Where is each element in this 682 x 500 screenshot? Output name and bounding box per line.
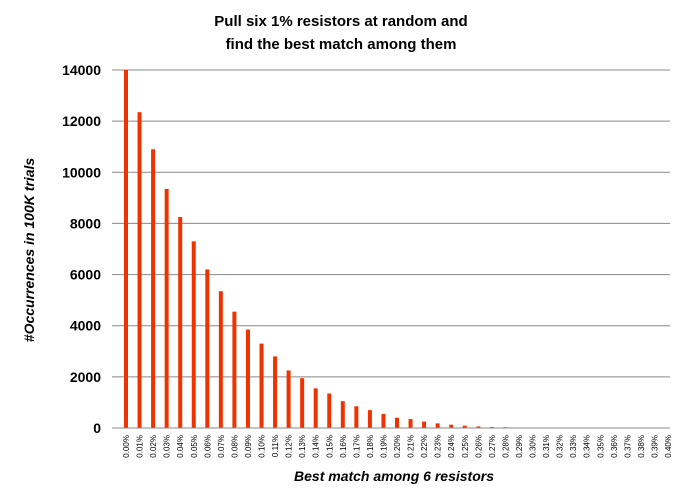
chart-title: Pull six 1% resistors at random and find… (214, 13, 467, 53)
bar (395, 418, 399, 428)
x-tick-label: 0.16% (339, 435, 348, 458)
bar (354, 406, 358, 428)
bar (409, 419, 413, 428)
x-tick-label: 0.09% (244, 435, 253, 458)
x-tick-label: 0.29% (515, 435, 524, 458)
bar (205, 269, 209, 428)
bars (124, 70, 602, 428)
x-tick-label: 0.18% (366, 435, 375, 458)
bar (232, 312, 236, 428)
chart-title-line-2: find the best match among them (226, 36, 457, 53)
x-tick-label: 0.31% (542, 435, 551, 458)
bar (287, 370, 291, 428)
x-tick-label: 0.30% (529, 435, 538, 458)
x-tick-label: 0.37% (623, 435, 632, 458)
x-tick-label: 0.36% (610, 435, 619, 458)
bar (381, 414, 385, 428)
x-tick-label: 0.28% (501, 435, 510, 458)
x-tick-label: 0.25% (461, 435, 470, 458)
x-tick-label: 0.22% (420, 435, 429, 458)
x-tick-label: 0.10% (258, 435, 267, 458)
bar (273, 356, 277, 428)
x-tick-label: 0.12% (285, 435, 294, 458)
y-tick-label: 0 (93, 420, 101, 436)
x-tick-label: 0.23% (434, 435, 443, 458)
y-tick-label: 8000 (70, 215, 101, 231)
x-tick-label: 0.08% (230, 435, 239, 458)
bar (368, 410, 372, 428)
y-tick-label: 10000 (62, 164, 101, 180)
x-tick-label: 0.17% (352, 435, 361, 458)
y-tick-label: 4000 (70, 318, 101, 334)
x-tick-label: 0.19% (379, 435, 388, 458)
x-tick-label: 0.38% (637, 435, 646, 458)
bar (300, 378, 304, 428)
x-tick-label: 0.21% (407, 435, 416, 458)
chart-title-line-1: Pull six 1% resistors at random and (214, 13, 467, 30)
bar (151, 149, 155, 428)
y-tick-label: 14000 (62, 62, 101, 78)
bar (219, 291, 223, 428)
bar (260, 344, 264, 428)
x-tick-label: 0.11% (271, 435, 280, 457)
bar (138, 112, 142, 428)
bar (341, 401, 345, 428)
bar (124, 70, 128, 428)
x-tick-label: 0.01% (136, 435, 145, 458)
y-tick-label: 12000 (62, 113, 101, 129)
x-axis-label: Best match among 6 resistors (294, 468, 494, 484)
x-tick-label: 0.27% (488, 435, 497, 458)
x-tick-label: 0.24% (447, 435, 456, 458)
x-tick-label: 0.35% (596, 435, 605, 458)
x-tick-label: 0.26% (474, 435, 483, 458)
y-tick-label: 6000 (70, 267, 101, 283)
x-tick-label: 0.02% (149, 435, 158, 458)
x-tick-label: 0.15% (325, 435, 334, 458)
x-tick-label: 0.14% (312, 435, 321, 458)
x-tick-label: 0.33% (569, 435, 578, 458)
y-axis-label: #Occurrences in 100K trials (21, 158, 37, 343)
x-tick-label: 0.34% (583, 435, 592, 458)
bar (246, 330, 250, 428)
x-tick-label: 0.20% (393, 435, 402, 458)
y-tick-label: 2000 (70, 369, 101, 385)
bar (178, 217, 182, 428)
x-tick-label: 0.04% (176, 435, 185, 458)
x-tick-label: 0.13% (298, 435, 307, 458)
bar (327, 393, 331, 428)
bar (422, 422, 426, 428)
x-tick-label: 0.40% (664, 435, 673, 458)
bar (165, 189, 169, 428)
x-tick-label: 0.39% (650, 435, 659, 458)
bar (436, 423, 440, 428)
x-tick-label: 0.00% (122, 435, 131, 458)
y-tick-labels: 0 2000 4000 6000 8000 10000 12000 14000 (62, 62, 101, 436)
x-tick-label: 0.06% (203, 435, 212, 458)
x-tick-labels: 0.00% 0.01% 0.02% 0.03% 0.04% 0.05% 0.06% 0.07%… (122, 435, 673, 458)
x-tick-label: 0.07% (217, 435, 226, 458)
bar (314, 388, 318, 428)
x-tick-label: 0.03% (163, 435, 172, 458)
x-tick-label: 0.05% (190, 435, 199, 458)
x-tick-label: 0.32% (556, 435, 565, 458)
bar (192, 241, 196, 428)
